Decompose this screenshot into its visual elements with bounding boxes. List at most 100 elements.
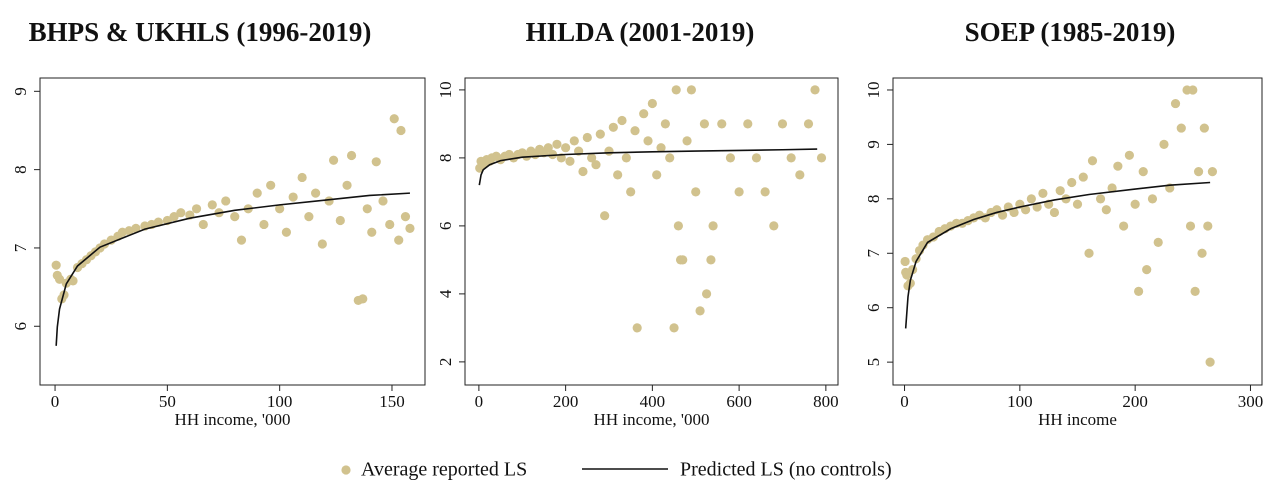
data-point <box>230 212 240 222</box>
data-point <box>198 219 208 230</box>
data-point <box>1084 248 1094 258</box>
y-tick-label: 8 <box>436 154 455 163</box>
x-tick-label: 0 <box>51 392 60 411</box>
data-point <box>795 170 805 180</box>
data-point <box>600 211 610 221</box>
data-point <box>1009 207 1019 218</box>
panel-title: BHPS & UKHLS (1996-2019) <box>29 17 372 47</box>
data-point <box>900 256 910 267</box>
x-tick-label: 800 <box>813 392 839 411</box>
y-tick-label: 10 <box>436 81 455 98</box>
data-point <box>613 170 623 180</box>
x-tick-label: 100 <box>1007 392 1033 411</box>
fit-line <box>904 181 1211 329</box>
x-tick-label: 200 <box>553 392 579 411</box>
data-point <box>378 196 388 206</box>
data-point <box>1078 172 1088 182</box>
data-point <box>777 119 788 129</box>
data-point <box>660 119 670 129</box>
data-point <box>1207 167 1218 177</box>
y-tick-label: 5 <box>864 358 883 367</box>
x-tick-label: 600 <box>726 392 752 411</box>
data-point <box>1203 221 1213 231</box>
data-point <box>275 204 285 214</box>
y-tick-label: 7 <box>11 243 30 252</box>
data-point <box>68 276 78 286</box>
data-point <box>288 192 298 202</box>
panel-title: SOEP (1985-2019) <box>965 17 1176 47</box>
data-point <box>1087 156 1098 166</box>
data-point <box>342 180 352 190</box>
data-point <box>997 210 1008 220</box>
data-point <box>810 85 820 95</box>
data-point <box>1130 199 1140 209</box>
plot-frame <box>464 77 839 386</box>
data-point <box>902 270 912 280</box>
data-point <box>656 143 666 153</box>
data-point <box>743 119 753 129</box>
data-point <box>928 232 938 242</box>
data-point <box>1185 221 1196 231</box>
y-tick-label: 9 <box>864 140 883 149</box>
x-axis-label: HH income, '000 <box>594 410 710 429</box>
data-point <box>335 215 345 226</box>
data-point <box>1072 199 1083 209</box>
x-tick-label: 100 <box>267 392 293 411</box>
data-point <box>1026 194 1036 204</box>
data-point <box>191 204 202 214</box>
data-point <box>1190 286 1200 296</box>
data-point <box>131 223 141 233</box>
x-tick-label: 0 <box>475 392 484 411</box>
fit-line <box>55 192 410 346</box>
x-tick-label: 0 <box>900 392 909 411</box>
x-axis-label: HH income, '000 <box>175 410 291 429</box>
data-point <box>1197 248 1207 258</box>
y-tick-label: 9 <box>11 87 30 96</box>
y-tick-label: 7 <box>864 249 883 258</box>
data-point <box>706 255 716 265</box>
data-point <box>1170 98 1181 109</box>
data-point <box>617 115 627 126</box>
data-point <box>346 150 357 161</box>
data-point <box>1205 357 1215 367</box>
data-point <box>1095 194 1106 204</box>
panel-title: HILDA (2001-2019) <box>526 17 755 47</box>
data-point <box>1113 161 1123 171</box>
data-point <box>647 98 657 109</box>
data-point <box>595 129 605 139</box>
data-point <box>769 221 779 231</box>
data-point <box>561 143 571 153</box>
legend-label: Predicted LS (no controls) <box>680 459 892 481</box>
data-point <box>626 187 636 197</box>
data-point <box>699 119 710 129</box>
data-point <box>367 227 377 237</box>
x-tick-label: 150 <box>379 392 405 411</box>
y-tick-label: 4 <box>436 289 455 298</box>
data-point <box>725 153 736 163</box>
data-point <box>552 139 562 149</box>
y-tick-label: 8 <box>11 165 30 174</box>
data-point <box>1134 286 1144 296</box>
data-point <box>587 153 597 163</box>
data-point <box>1159 139 1169 150</box>
data-point <box>1038 188 1048 198</box>
data-point <box>1188 85 1198 95</box>
x-tick-label: 400 <box>640 392 666 411</box>
data-point <box>176 208 186 218</box>
data-point <box>701 289 712 299</box>
data-point <box>621 153 631 163</box>
data-point <box>678 255 688 265</box>
data-point <box>682 136 692 146</box>
data-point <box>311 188 321 198</box>
x-axis-label: HH income <box>1038 410 1117 429</box>
y-tick-label: 6 <box>864 303 883 312</box>
data-point <box>604 146 614 156</box>
data-point <box>1067 177 1077 188</box>
data-point <box>207 200 217 210</box>
data-point <box>751 153 762 163</box>
y-tick-label: 2 <box>436 358 455 367</box>
plot-frame <box>39 77 426 386</box>
data-point <box>630 126 640 136</box>
data-point <box>236 235 247 245</box>
data-point <box>582 132 592 143</box>
